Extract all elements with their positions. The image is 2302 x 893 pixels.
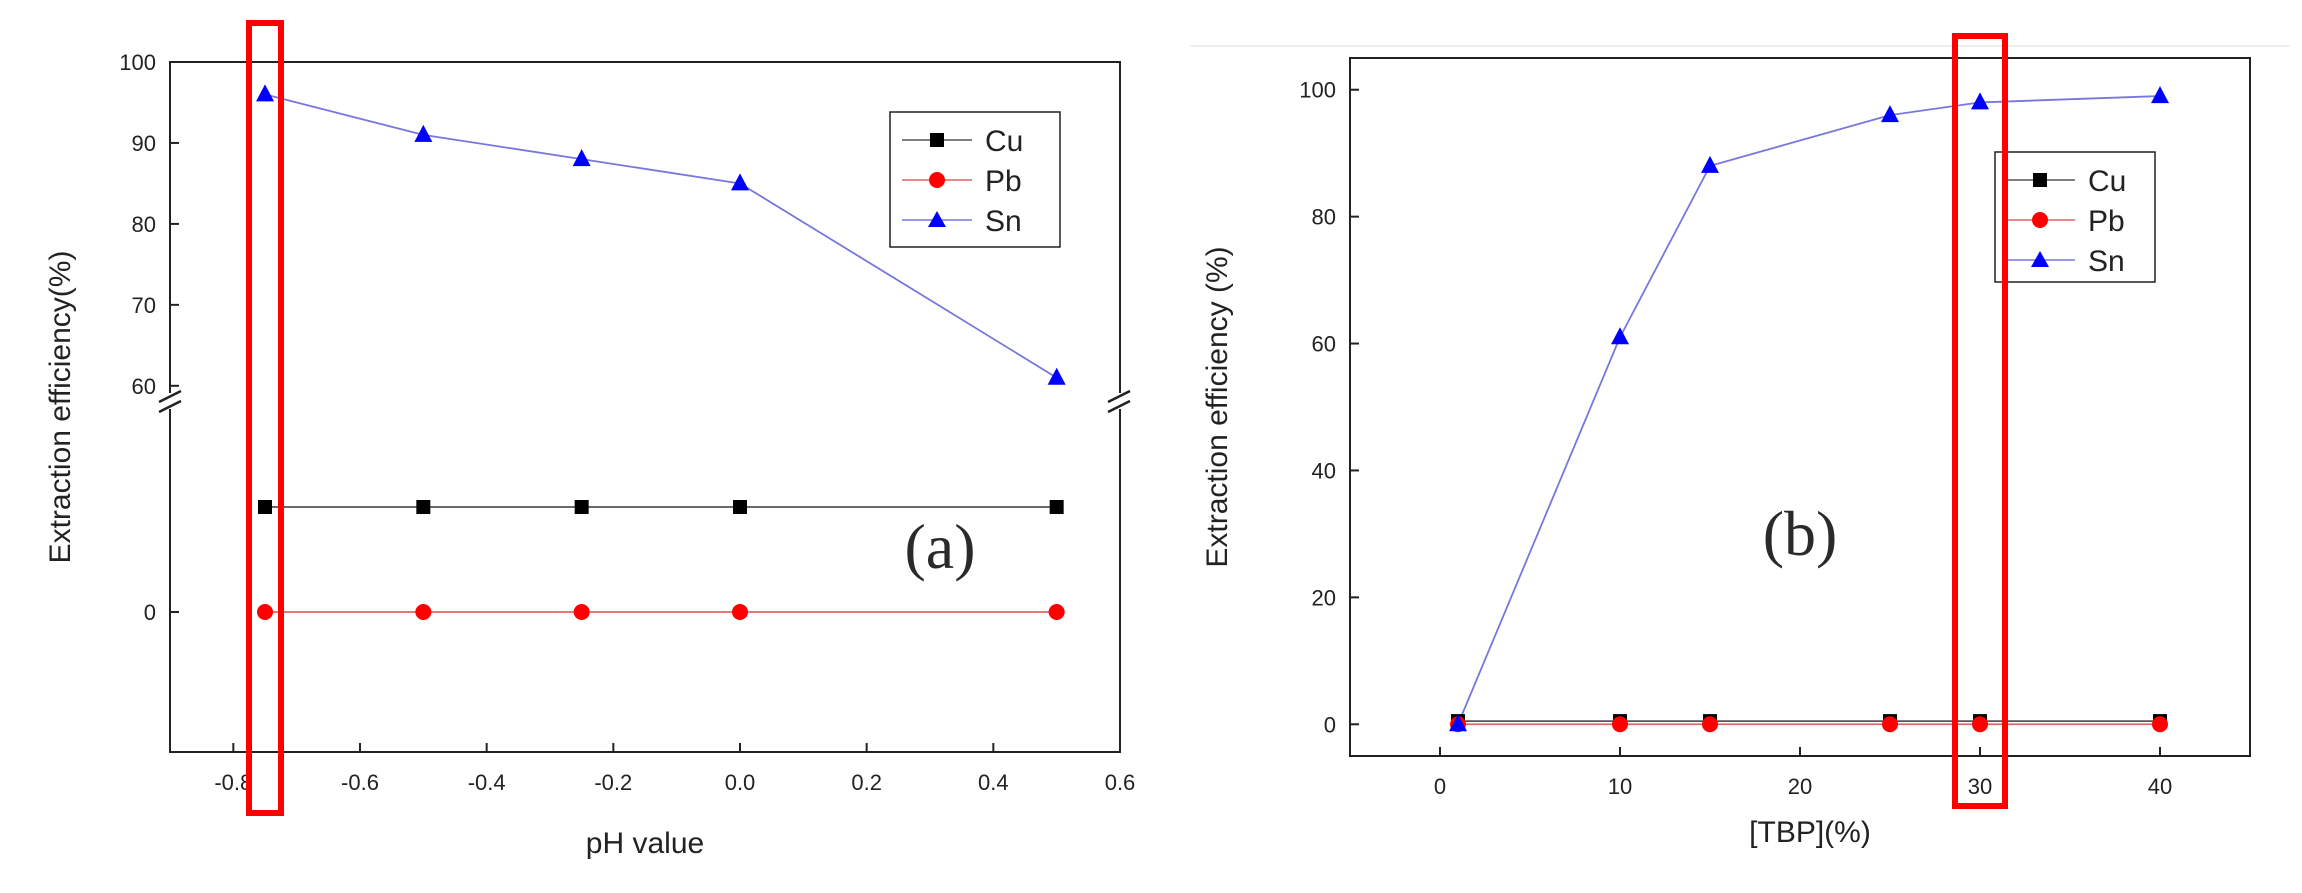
highlight-box-a <box>246 20 284 816</box>
series-lines-b <box>1457 95 2161 726</box>
data-point-pb-b <box>1702 716 1718 733</box>
y-tick-label-b: 100 <box>1299 78 1336 103</box>
y-tick-label-a: 90 <box>132 131 156 156</box>
y-tick-label-a: 60 <box>132 374 156 399</box>
panel-label-a: (a) <box>904 511 975 582</box>
x-tick-label-b: 20 <box>1788 774 1812 799</box>
x-tick-label-a: -0.4 <box>468 770 506 795</box>
x-tick-label-a: -0.2 <box>594 770 632 795</box>
x-tick-label-a: -0.6 <box>341 770 379 795</box>
data-point-sn-b <box>1701 155 1719 173</box>
legend-a: Cu Pb Sn <box>889 111 1061 248</box>
series-markers-a <box>256 84 1066 620</box>
series-markers-b <box>1449 86 2169 733</box>
legend-entry-sn-b: Sn <box>2005 245 2125 278</box>
data-point-pb-a <box>1048 604 1065 620</box>
legend-entry-pb-a: Pb <box>902 165 1022 198</box>
data-point-sn-b <box>2151 86 2169 104</box>
chart-panel-a: -0.8 -0.6 -0.4 -0.2 0.0 0.2 0.4 0.6 0 60 70 80 90 10… <box>44 20 1135 860</box>
x-axis-title-b: [TBP](%) <box>1749 816 1871 849</box>
x-tick-label-a: 0.6 <box>1105 770 1136 795</box>
data-point-pb-a <box>257 604 273 620</box>
y-axis-title-b: Extraction efficiency (%) <box>1201 246 1234 567</box>
x-tick-label-b: 10 <box>1608 774 1632 799</box>
axis-break-left-a <box>158 389 182 414</box>
y-tick-label-a: 80 <box>132 212 156 237</box>
y-axis-title-a: Extraction efficiency(%) <box>44 251 77 564</box>
data-point-pb-a <box>415 604 432 620</box>
y-tick-label-b: 80 <box>1312 205 1336 230</box>
y-axis-ticks-b: 0 20 40 60 80 100 <box>1299 78 1359 737</box>
legend-box-a <box>889 111 1061 248</box>
legend-marker-pb-b <box>2032 212 2048 228</box>
legend-b: Cu Pb Sn <box>1994 151 2156 283</box>
legend-box-b <box>1994 151 2156 283</box>
legend-marker-sn-b <box>2031 251 2049 267</box>
highlight-box-b <box>1952 33 2008 809</box>
data-point-sn-b <box>1611 327 1629 345</box>
series-line-sn-b <box>1457 95 2161 725</box>
y-axis-ticks-a: 0 60 70 80 90 100 <box>119 50 179 625</box>
y-tick-label-a: 100 <box>119 50 156 75</box>
data-point-sn-a <box>572 149 591 167</box>
data-point-sn-b <box>1449 714 1467 732</box>
data-point-cu-a <box>258 500 272 514</box>
x-tick-label-b: 0 <box>1434 774 1446 799</box>
legend-entry-cu-b: Cu <box>2005 165 2126 198</box>
data-point-sn-a <box>256 84 274 102</box>
x-tick-label-a: 0.0 <box>725 770 756 795</box>
data-point-sn-a <box>1047 367 1066 385</box>
data-point-pb-a <box>573 604 590 620</box>
legend-label-cu-b: Cu <box>2088 165 2126 198</box>
x-tick-label-b: 40 <box>2148 774 2172 799</box>
panel-label-b: (b) <box>1763 498 1838 569</box>
legend-entry-pb-b: Pb <box>2005 205 2125 238</box>
legend-label-sn-b: Sn <box>2088 245 2125 278</box>
legend-marker-cu-a <box>930 133 944 147</box>
x-axis-ticks-b: 0 10 20 30 40 <box>1434 747 2172 799</box>
data-point-sn-b <box>1881 105 1899 123</box>
legend-label-sn-a: Sn <box>985 205 1022 238</box>
data-point-cu-a <box>733 500 747 514</box>
axis-break-right-a <box>1107 389 1131 414</box>
legend-marker-pb-a <box>929 172 945 188</box>
legend-entry-sn-a: Sn <box>902 205 1022 238</box>
data-point-sn-b <box>1971 92 1989 110</box>
data-point-sn-a <box>414 124 433 142</box>
y-tick-label-b: 40 <box>1312 458 1336 483</box>
data-point-pb-b <box>1882 716 1898 733</box>
y-tick-label-b: 20 <box>1312 585 1336 610</box>
data-point-pb-b <box>1972 716 1988 733</box>
legend-marker-cu-b <box>2033 173 2047 187</box>
legend-label-pb-b: Pb <box>2088 205 2125 238</box>
chart-panel-b: 0 10 20 30 40 0 20 40 60 80 100 [TBP](%) Extracti… <box>1190 33 2290 849</box>
data-point-pb-b <box>2152 716 2168 733</box>
x-axis-ticks-a: -0.8 -0.6 -0.4 -0.2 0.0 0.2 0.4 0.6 <box>214 743 1135 795</box>
data-point-pb-b <box>1612 716 1628 733</box>
y-tick-label-b: 0 <box>1324 712 1336 737</box>
data-point-cu-a <box>1049 500 1064 514</box>
legend-entry-cu-a: Cu <box>902 125 1023 158</box>
legend-marker-sn-a <box>928 211 946 227</box>
data-point-cu-a <box>574 500 589 514</box>
x-tick-label-b: 30 <box>1968 774 1992 799</box>
x-axis-title-a: pH value <box>586 827 704 860</box>
y-tick-label-a: 0 <box>144 600 156 625</box>
x-tick-label-a: 0.4 <box>978 770 1009 795</box>
y-tick-label-a: 70 <box>132 293 156 318</box>
data-point-pb-a <box>732 604 748 620</box>
x-tick-label-a: 0.2 <box>851 770 882 795</box>
legend-label-cu-a: Cu <box>985 125 1023 158</box>
data-point-sn-a <box>731 173 749 191</box>
x-tick-label-a: -0.8 <box>214 770 252 795</box>
y-tick-label-b: 60 <box>1312 332 1336 357</box>
legend-label-pb-a: Pb <box>985 165 1022 198</box>
data-point-cu-a <box>416 500 431 514</box>
